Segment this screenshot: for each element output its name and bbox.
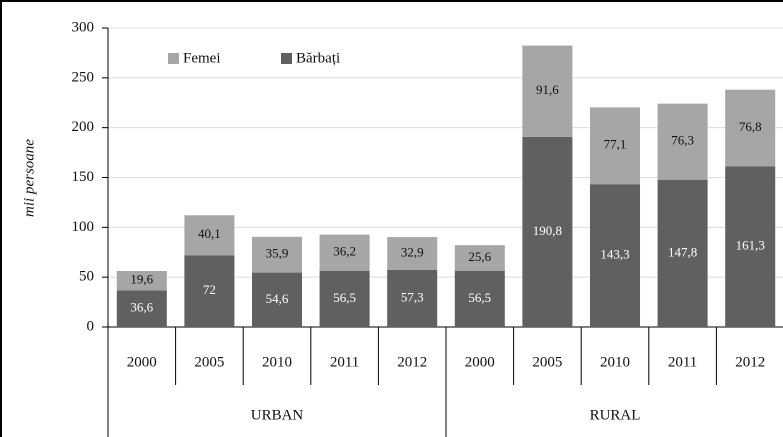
x-tick-label: 2012 [735,354,765,370]
value-label: 161,3 [736,238,765,253]
y-tick-label: 100 [72,219,95,235]
x-tick-label: 2010 [600,354,630,370]
x-tick-label: 2011 [668,354,697,370]
value-label: 76,3 [671,133,694,148]
legend-swatch [168,53,179,64]
value-label: 57,3 [401,289,424,304]
legend-label: Femei [183,50,221,66]
y-tick-label: 0 [87,318,95,334]
bar-segment [116,270,167,291]
value-label: 56,5 [468,290,491,305]
value-label: 77,1 [604,137,627,152]
bar-segment [319,270,370,327]
x-tick-label: 2010 [262,354,292,370]
bar-segment [522,45,573,137]
bar-segment [454,270,505,327]
bar-segment [589,184,641,327]
bar-segment [454,245,505,271]
y-tick-label: 200 [72,119,95,135]
x-tick-label: 2011 [330,354,359,370]
bar-segment [387,237,438,270]
value-label: 54,6 [266,291,289,306]
value-label: 72 [203,282,216,297]
value-label: 76,8 [739,119,762,134]
bar-segment [387,269,438,327]
bar-segment [725,166,776,327]
legend-swatch [281,53,292,64]
group-label: URBAN [251,407,304,423]
bar-segment [725,89,776,167]
y-tick-label: 300 [72,19,95,35]
value-label: 147,8 [668,244,697,259]
value-label: 25,6 [468,249,491,264]
bar-segment [657,179,708,327]
value-label: 32,9 [401,244,424,259]
legend-label: Bărbați [296,50,340,66]
bar-segment [116,290,167,327]
value-label: 40,1 [198,226,221,241]
value-label: 36,6 [130,300,153,315]
bar-segment [522,136,573,327]
bar-segment [184,255,235,327]
bar-segment [251,272,303,327]
value-label: 190,8 [533,223,562,238]
x-tick-label: 2000 [465,354,495,370]
y-tick-label: 50 [79,269,94,285]
bar-segment [589,107,641,185]
x-tick-label: 2005 [532,354,562,370]
value-label: 56,5 [333,290,356,305]
x-tick-label: 2012 [397,354,427,370]
y-tick-label: 150 [72,169,95,185]
bar-segment [184,215,235,256]
value-label: 35,9 [266,246,289,261]
value-label: 91,6 [536,82,559,97]
x-tick-label: 2000 [127,354,157,370]
bar-segment [319,234,370,271]
y-tick-label: 250 [72,69,95,85]
group-label: RURAL [590,407,641,423]
value-label: 143,3 [600,247,629,262]
value-label: 36,2 [333,244,356,259]
x-tick-label: 2005 [194,354,224,370]
bar-segment [657,103,708,180]
bar-segment [251,236,303,273]
y-axis-label: mii persoane [21,139,37,217]
value-label: 19,6 [130,272,153,287]
